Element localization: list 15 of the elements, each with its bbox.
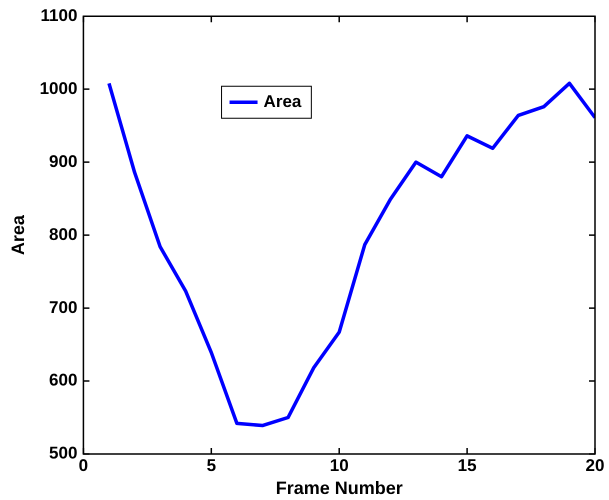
x-axis-title: Frame Number	[276, 478, 403, 498]
y-tick-label: 1000	[40, 78, 78, 98]
y-tick-label: 600	[49, 370, 78, 390]
x-tick-label: 0	[78, 456, 88, 475]
legend-label: Area	[264, 92, 302, 111]
y-tick-label: 700	[49, 298, 78, 317]
y-tick-label: 900	[49, 152, 78, 171]
x-tick-label: 20	[586, 456, 604, 475]
x-tick-label: 10	[330, 456, 349, 475]
x-tick-label: 5	[206, 456, 216, 475]
y-tick-label: 500	[49, 444, 78, 463]
y-tick-label: 800	[49, 224, 78, 244]
y-axis-title: Area	[8, 214, 28, 256]
y-tick-label: 1100	[40, 6, 78, 25]
x-tick-label: 15	[458, 456, 477, 475]
